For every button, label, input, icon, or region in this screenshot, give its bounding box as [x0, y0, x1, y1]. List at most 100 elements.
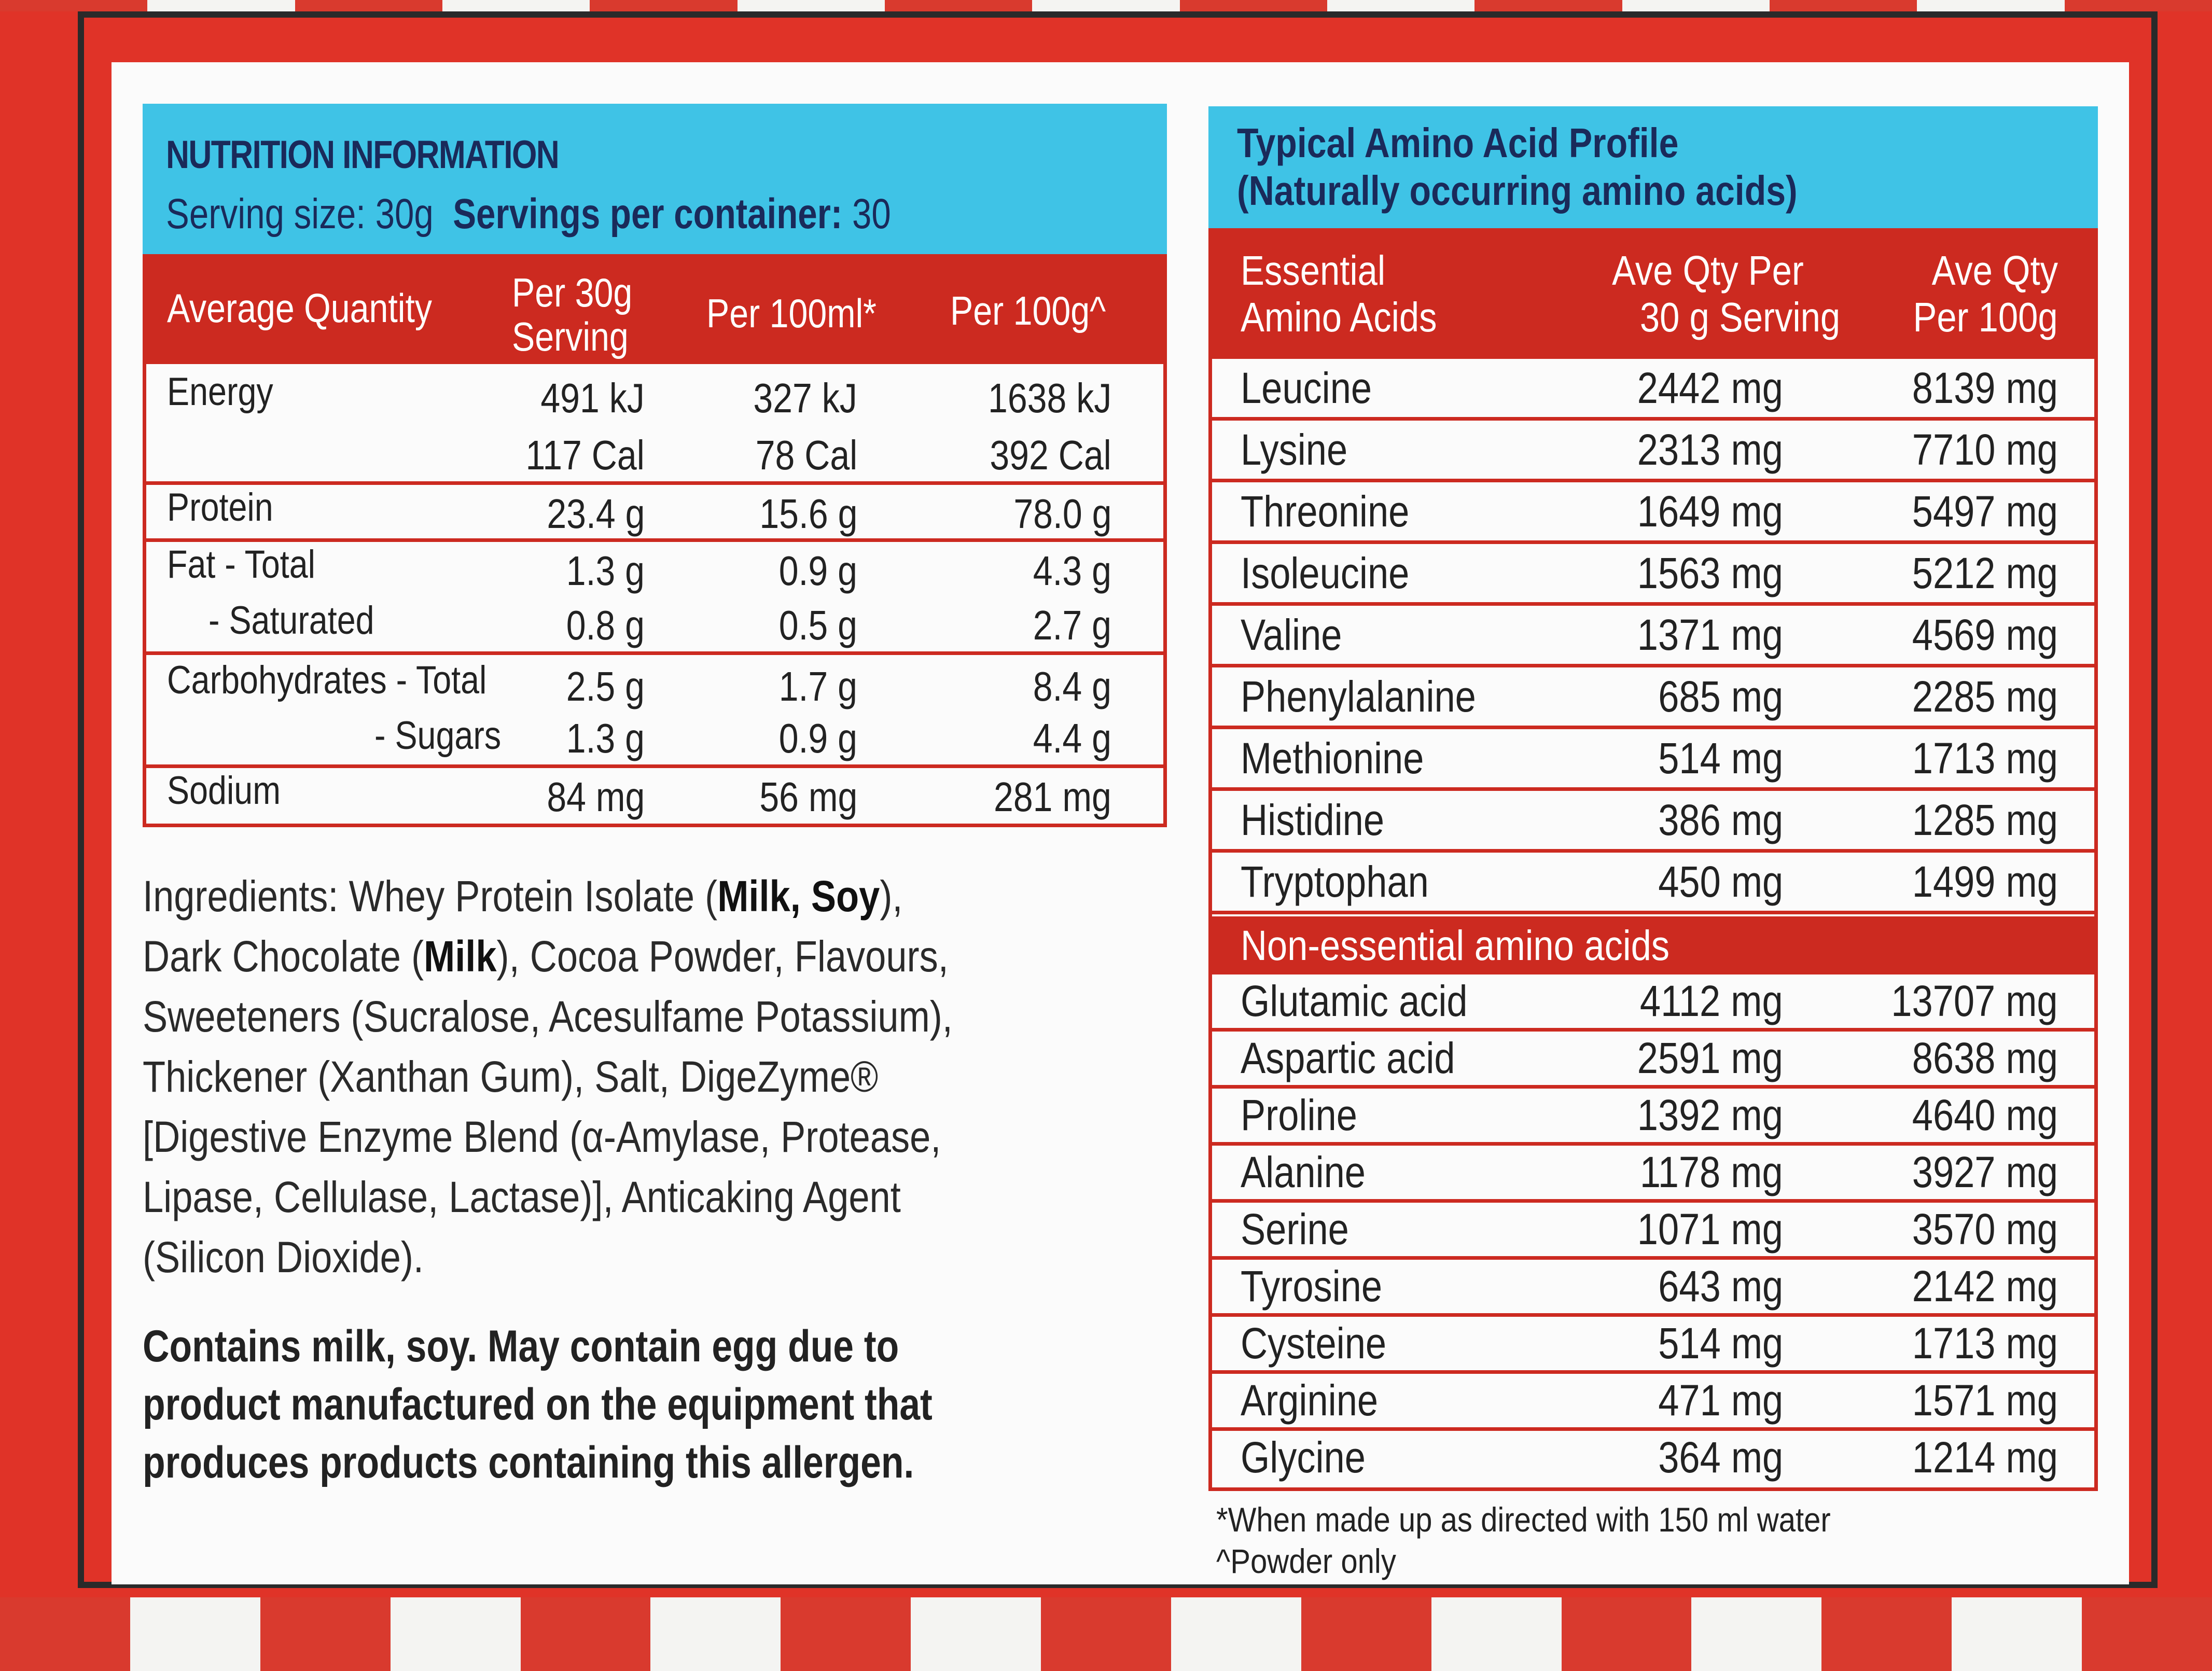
- footnote-powder: ^Powder only: [1216, 1542, 1396, 1580]
- energy-kj-per30: 491 kJ: [540, 375, 645, 421]
- ingredients-line-5: [Digestive Enzyme Blend (α-Amylase, Prot…: [143, 1112, 941, 1161]
- amino-per100g: 8638 mg: [1912, 1034, 2058, 1082]
- amino-row: Glycine 364 mg 1214 mg: [1212, 1431, 2094, 1488]
- carb-total-per100ml: 1.7 g: [778, 663, 857, 709]
- amino-row: Arginine 471 mg 1571 mg: [1212, 1374, 2094, 1431]
- amino-row: Phenylalanine 685 mg 2285 mg: [1212, 667, 2094, 729]
- nutrition-title: NUTRITION INFORMATION: [166, 133, 560, 177]
- amino-row: Leucine 2442 mg 8139 mg: [1212, 359, 2094, 421]
- allergen-line-1: Contains milk, soy. May contain egg due …: [143, 1321, 899, 1371]
- amino-per100g: 1499 mg: [1912, 857, 2058, 906]
- energy-cal-per100g: 392 Cal: [990, 432, 1111, 478]
- amino-name: Valine: [1241, 610, 1342, 659]
- amino-row: Methionine 514 mg 1713 mg: [1212, 729, 2094, 791]
- ingredients-line-3: Sweeteners (Sucralose, Acesulfame Potass…: [143, 992, 953, 1041]
- amino-name: Tyrosine: [1241, 1262, 1383, 1311]
- amino-per100g: 3570 mg: [1912, 1205, 2058, 1254]
- fat-total-per100ml: 0.9 g: [778, 548, 857, 594]
- amino-name: Aspartic acid: [1241, 1034, 1455, 1082]
- sodium-per100g: 281 mg: [994, 774, 1111, 820]
- amino-name: Isoleucine: [1241, 548, 1410, 597]
- amino-per100g: 1285 mg: [1912, 795, 2058, 844]
- nonessential-header: Non-essential amino acids: [1212, 916, 2094, 974]
- carb-total-per30: 2.5 g: [566, 663, 645, 709]
- col-essential-l2: Amino Acids: [1241, 294, 1437, 340]
- footnotes: *When made up as directed with 150 ml wa…: [1216, 1499, 1831, 1582]
- allergen-line-3: produces products containing this allerg…: [143, 1438, 914, 1487]
- amino-name: Serine: [1241, 1205, 1349, 1254]
- carb-sugars-per30: 1.3 g: [566, 715, 645, 761]
- protein-per30: 23.4 g: [546, 491, 645, 537]
- amino-per100g: 3927 mg: [1912, 1148, 2058, 1196]
- row-protein: Protein 23.4 g 15.6 g 78.0 g: [146, 485, 1163, 542]
- amino-per30: 450 mg: [1658, 857, 1783, 906]
- amino-per30: 514 mg: [1658, 733, 1783, 783]
- col-per100ml: Per 100ml*: [706, 290, 877, 336]
- ingredients-line-2a: Dark Chocolate (: [143, 932, 424, 981]
- amino-per100g: 1214 mg: [1912, 1433, 2058, 1482]
- amino-row: Cysteine 514 mg 1713 mg: [1212, 1317, 2094, 1374]
- fat-saturated-per100ml: 0.5 g: [778, 602, 857, 648]
- energy-kj-per100g: 1638 kJ: [987, 375, 1111, 421]
- amino-name: Leucine: [1241, 363, 1372, 412]
- ingredients-line-2c: ), Cocoa Powder, Flavours,: [496, 932, 949, 981]
- col-per100g: Per 100g^: [950, 288, 1106, 333]
- col-per100g-l2: Per 100g: [1913, 294, 2058, 340]
- amino-name: Glycine: [1241, 1433, 1366, 1482]
- amino-title-line-2: (Naturally occurring amino acids): [1237, 168, 1798, 214]
- amino-per100g: 1571 mg: [1912, 1376, 2058, 1425]
- amino-row: Isoleucine 1563 mg 5212 mg: [1212, 544, 2094, 606]
- amino-column-header: Essential Amino Acids Ave Qty Per 30 g S…: [1212, 232, 2094, 359]
- ingredients-line-1c: ),: [880, 872, 903, 921]
- amino-per30: 386 mg: [1658, 795, 1783, 844]
- amino-name: Tryptophan: [1241, 857, 1429, 906]
- amino-per100g: 5497 mg: [1912, 486, 2058, 536]
- amino-name: Phenylalanine: [1241, 672, 1476, 721]
- col-per30-l1: Ave Qty Per: [1612, 247, 1804, 294]
- fat-saturated-per100g: 2.7 g: [1033, 602, 1111, 648]
- energy-kj-per100ml: 327 kJ: [753, 375, 857, 421]
- energy-label: Energy: [167, 370, 273, 414]
- amino-per30: 4112 mg: [1640, 977, 1783, 1025]
- col-per30-line1: Per 30g: [512, 270, 633, 315]
- amino-per30: 471 mg: [1658, 1376, 1783, 1425]
- nonessential-label: Non-essential amino acids: [1241, 922, 1670, 969]
- servings-value: 30: [852, 190, 891, 238]
- energy-cal-per100ml: 78 Cal: [755, 432, 857, 478]
- amino-name: Glutamic acid: [1241, 977, 1468, 1025]
- serving-size-label: Serving size:: [166, 190, 366, 238]
- carb-sugars-label: - Sugars: [374, 714, 502, 758]
- amino-name: Lysine: [1241, 425, 1348, 474]
- sodium-per100ml: 56 mg: [759, 774, 857, 820]
- amino-per30: 643 mg: [1658, 1262, 1783, 1311]
- amino-name: Threonine: [1241, 486, 1410, 536]
- amino-per30: 514 mg: [1658, 1319, 1783, 1368]
- nutrition-column-header: Average Quantity Per 30g Serving Per 100…: [146, 258, 1163, 364]
- carb-sugars-per100ml: 0.9 g: [778, 715, 857, 761]
- nutrition-header: NUTRITION INFORMATION Serving size: 30g …: [143, 104, 1167, 254]
- amino-row: Tryptophan 450 mg 1499 mg: [1212, 853, 2094, 914]
- amino-per100g: 4640 mg: [1912, 1091, 2058, 1139]
- amino-per30: 1178 mg: [1640, 1148, 1783, 1196]
- bottom-stripes: [0, 1597, 2212, 1671]
- row-fat: Fat - Total 1.3 g 0.9 g 4.3 g - Saturate…: [146, 542, 1163, 655]
- amino-per30: 1649 mg: [1637, 486, 1783, 536]
- amino-per30: 685 mg: [1658, 672, 1783, 721]
- col-average-quantity: Average Quantity: [167, 285, 433, 331]
- col-per30-line2: Serving: [512, 314, 629, 359]
- amino-per100g: 1713 mg: [1912, 1319, 2058, 1368]
- footnote-water: *When made up as directed with 150 ml wa…: [1216, 1500, 1831, 1539]
- amino-row: Valine 1371 mg 4569 mg: [1212, 606, 2094, 667]
- amino-per30: 1071 mg: [1637, 1205, 1783, 1254]
- ingredients-line-1a: Ingredients: Whey Protein Isolate (: [143, 872, 718, 921]
- protein-per100ml: 15.6 g: [759, 491, 857, 537]
- amino-row: Threonine 1649 mg 5497 mg: [1212, 482, 2094, 544]
- amino-per30: 2591 mg: [1637, 1034, 1783, 1082]
- allergen-statement: Contains milk, soy. May contain egg due …: [143, 1317, 939, 1492]
- allergen-line-2: product manufactured on the equipment th…: [143, 1380, 933, 1429]
- amino-row: Serine 1071 mg 3570 mg: [1212, 1203, 2094, 1260]
- carb-total-label: Carbohydrates - Total: [167, 658, 487, 702]
- row-energy: Energy 491 kJ 327 kJ 1638 kJ 117 Cal 78 …: [146, 364, 1163, 485]
- amino-per100g: 4569 mg: [1912, 610, 2058, 659]
- amino-name: Alanine: [1241, 1148, 1366, 1196]
